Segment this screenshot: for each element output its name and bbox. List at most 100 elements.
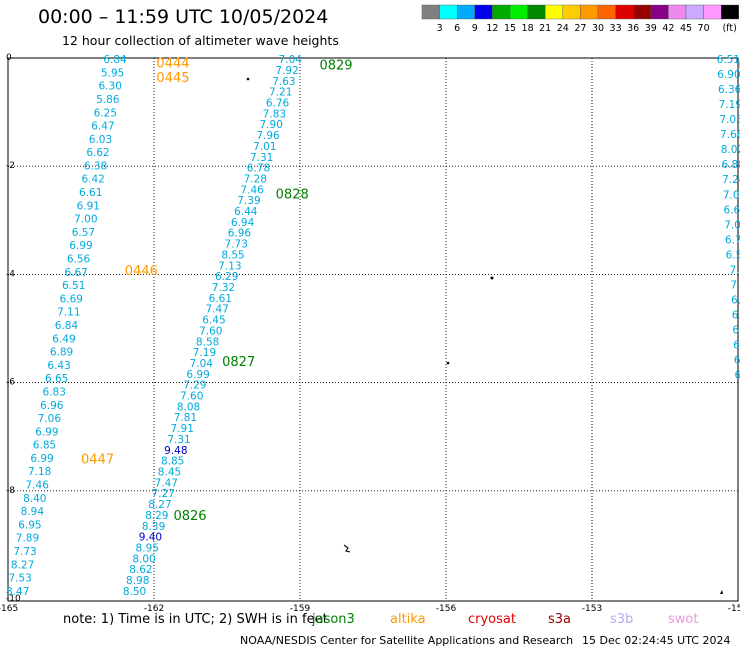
colorbar-swatch	[650, 4, 669, 20]
swh-value-label: 7.24	[722, 174, 740, 186]
colorbar-label: 45	[680, 23, 692, 34]
swh-value-label: 6.4	[734, 354, 740, 366]
colorbar-label: 30	[592, 23, 604, 34]
swh-value-label: 8.29	[145, 510, 168, 522]
swh-value-label: 7.05	[719, 114, 740, 126]
swh-value-label: 7.19	[193, 347, 216, 359]
colorbar-label: 3	[437, 23, 443, 34]
colorbar-label: 6	[454, 23, 460, 34]
swh-value-label: 6.99	[35, 426, 58, 438]
swh-value-label: 7.00	[723, 189, 740, 201]
axis-ticks: -165 -162 -159 -156 -153 -150 0 -2 -4 -6 -8 -10	[0, 53, 740, 614]
x-tick-label: -162	[144, 604, 164, 614]
chart-subtitle: 12 hour collection of altimeter wave hei…	[62, 33, 339, 48]
swh-value-label: 7.47	[205, 304, 228, 316]
swh-value-label: 7.06	[38, 413, 62, 425]
credit-line: NOAA/NESDIS Center for Satellite Applica…	[240, 634, 574, 647]
swh-value-label: 7.46	[26, 480, 50, 492]
swh-value-label: 7.2	[730, 279, 740, 291]
y-tick-label: -6	[6, 378, 15, 388]
swh-value-label: 7.01	[253, 141, 276, 153]
swh-value-label: 6.90	[717, 69, 740, 81]
swh-value-label: 8.27	[148, 499, 171, 511]
legend-item-s3a: s3a	[548, 612, 572, 627]
swh-value-label: 7.28	[244, 173, 267, 185]
colorbar-swatch	[509, 4, 528, 20]
swh-value-label: 6.84	[55, 320, 79, 332]
swh-value-label: 7.60	[180, 391, 203, 403]
swh-value-label: 6.96	[228, 228, 252, 240]
swh-value-label: 6.99	[69, 240, 92, 252]
swh-value-label: 7.92	[275, 65, 298, 77]
swh-value-label: 7.27	[151, 488, 174, 500]
swh-value-label: 8.45	[158, 467, 181, 479]
swh-value-label: 8.98	[126, 575, 149, 587]
colorbar-swatch	[457, 4, 476, 20]
swh-value-label: 7.29	[183, 380, 206, 392]
colorbar-label: 12	[486, 23, 498, 34]
pass-time-label: 0826	[173, 509, 206, 524]
swh-value-label: 6.61	[79, 187, 102, 199]
swh-value-label: 6.99	[186, 369, 209, 381]
colorbar-swatch	[527, 4, 546, 20]
swh-value-label: 5.86	[96, 94, 120, 106]
colorbar-swatch	[597, 4, 616, 20]
swh-value-label: 8.08	[177, 401, 200, 413]
chart-title: 00:00 – 11:59 UTC 10/05/2024	[38, 6, 329, 28]
island-outline	[720, 590, 723, 594]
legend-item-s3b: s3b	[610, 612, 634, 627]
swh-value-label: 6.03	[89, 134, 112, 146]
swh-value-label: 6.69	[60, 293, 83, 305]
island-markers	[246, 77, 723, 594]
pass-time-label: 0444	[156, 56, 189, 71]
swh-value-label: 8.50	[123, 586, 146, 598]
colorbar-swatch	[580, 4, 599, 20]
pass-time-label: 0447	[81, 452, 114, 467]
swh-value-label: 7.31	[250, 152, 273, 164]
swh-value-label: 6.51	[717, 54, 740, 66]
swh-value-label: 6.5	[732, 309, 740, 321]
swh-value-label: 7.53	[8, 573, 31, 585]
swh-value-label: 7.13	[218, 260, 241, 272]
colorbar-legend: 3 6 9 12 15 18 21 24 27 30 33 36 39 42 45 70 (ft)	[421, 4, 740, 34]
swh-value-label: 7.81	[174, 412, 197, 424]
y-tick-label: -10	[6, 594, 21, 604]
legend-item-swot: swot	[668, 612, 699, 627]
footer-note: note: 1) Time is in UTC; 2) SWH is in fe…	[63, 612, 328, 627]
swh-value-label: 6.42	[81, 174, 104, 186]
x-tick-label: -159	[290, 604, 311, 614]
colorbar-swatch	[562, 4, 581, 20]
swh-value-label: 6.89	[50, 347, 73, 359]
swh-value-label: 7.39	[237, 195, 260, 207]
swh-value-label: 7.73	[225, 239, 248, 251]
swh-value-label: 6.43	[47, 360, 70, 372]
swh-value-label: 8.00	[132, 553, 155, 565]
swh-value-label: 6.99	[30, 453, 53, 465]
x-tick-label: -153	[582, 604, 602, 614]
colorbar-swatch	[474, 4, 493, 20]
swh-value-label: 7.32	[212, 282, 235, 294]
swh-value-label: 7.46	[240, 184, 264, 196]
swh-value-label: 7.96	[256, 130, 280, 142]
island-dot	[490, 276, 494, 280]
swh-value-label: 8.55	[221, 249, 244, 261]
swh-value-label: 6.49	[52, 333, 75, 345]
swh-value-label: 8.58	[196, 336, 219, 348]
swh-value-label: 8.02	[721, 144, 740, 156]
y-tick-label: -8	[6, 486, 15, 496]
pass-time-label: 0827	[222, 355, 255, 370]
colorbar-swatch	[615, 4, 634, 20]
swh-value-label: 7.19	[719, 99, 740, 111]
swh-value-label: 7.03	[724, 219, 740, 231]
swh-value-label: 6.85	[33, 440, 56, 452]
x-tick-label: -150	[728, 604, 740, 614]
pass-time-label: 0829	[319, 58, 352, 73]
swh-value-label: 8.62	[129, 564, 152, 576]
swh-value-label: 6.61	[209, 293, 232, 305]
colorbar-label: 42	[662, 23, 674, 34]
y-tick-label: -4	[6, 269, 15, 279]
swh-value-label: 6.96	[40, 400, 64, 412]
colorbar-unit: (ft)	[722, 23, 736, 34]
plot-border	[7, 57, 739, 602]
swh-value-label: 9.40	[139, 532, 162, 544]
